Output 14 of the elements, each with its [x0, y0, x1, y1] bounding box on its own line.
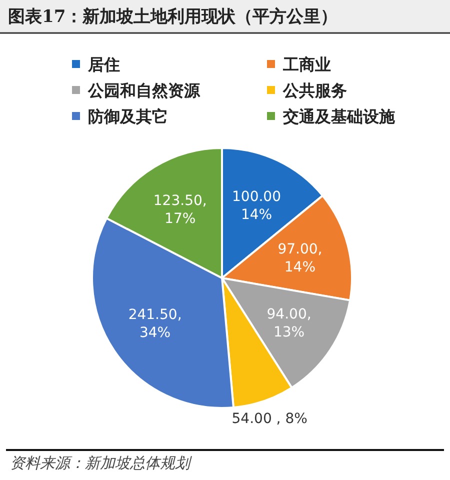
- data-label: 54.00 , 8%: [232, 411, 308, 428]
- legend-label: 防御及其它: [88, 107, 168, 126]
- data-label: 97.00, 14%: [278, 242, 322, 276]
- legend-label: 公共服务: [282, 81, 347, 100]
- data-label: 241.50, 34%: [128, 306, 182, 341]
- text: 资料来源：新加坡总体规划: [10, 454, 192, 472]
- legend-label: 交通及基础设施: [282, 107, 396, 126]
- legend-label: 居住: [87, 55, 120, 74]
- data-label: 94.00, 13%: [266, 306, 312, 341]
- legend-label: 工商业: [282, 55, 331, 74]
- legend-label: 公园和自然资源: [87, 81, 201, 100]
- data-label: 123.50, 17%: [153, 193, 207, 228]
- chart-title: 图表17：新加坡土地利用现状（平方公里）: [8, 7, 338, 27]
- data-label: 100.00 14%: [232, 189, 282, 224]
